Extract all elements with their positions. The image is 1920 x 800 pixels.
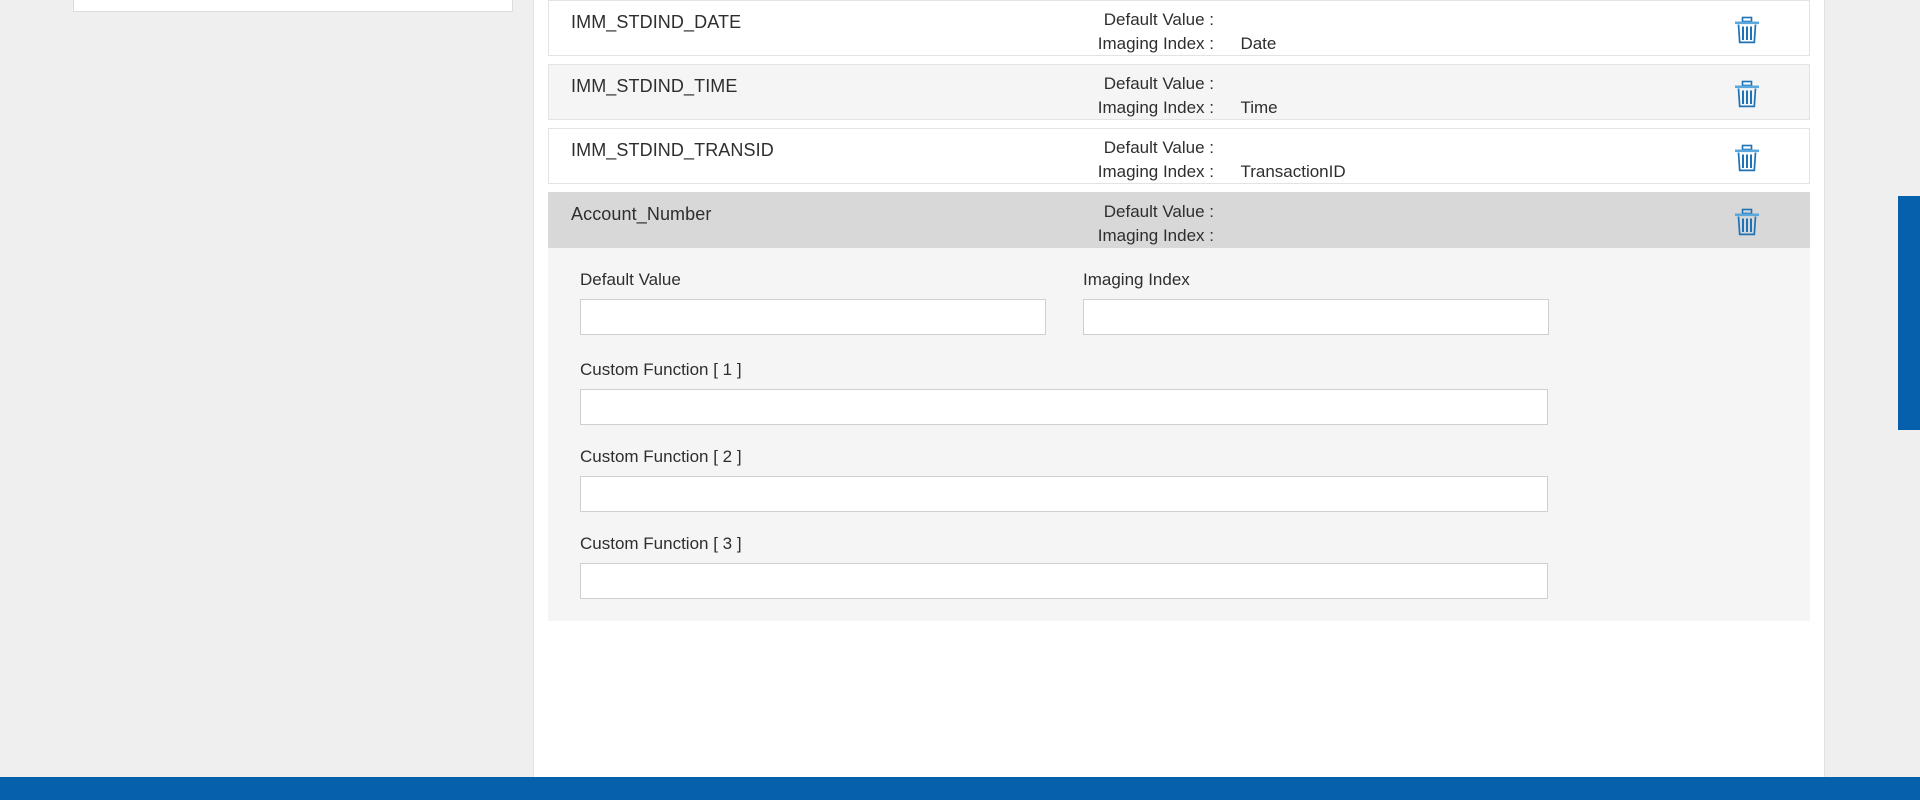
left-column-divider xyxy=(533,0,534,778)
field-detail-form: Default Value Imaging Index Custom Funct… xyxy=(548,248,1810,621)
footer-bar xyxy=(0,777,1920,800)
field-mapping-content: IMM_STDIND_DATE Default Value : Imaging … xyxy=(534,0,1824,778)
custom-function-2-input[interactable] xyxy=(580,476,1548,512)
trash-icon xyxy=(1731,142,1763,174)
delete-field-button[interactable] xyxy=(1731,14,1763,46)
field-summary: Default Value : Imaging Index : Time xyxy=(879,72,1779,120)
default-value-label: Default Value : xyxy=(1103,74,1214,93)
default-value-label: Default Value : xyxy=(1103,202,1214,221)
default-value-input[interactable] xyxy=(580,299,1046,335)
custom-function-3-group: Custom Function [ 3 ] xyxy=(548,534,1810,621)
delete-field-button[interactable] xyxy=(1731,142,1763,174)
trash-icon xyxy=(1731,14,1763,46)
imaging-index-label: Imaging Index : xyxy=(1097,226,1214,245)
table-row-selected[interactable]: Account_Number Default Value : Imaging I… xyxy=(548,192,1810,248)
imaging-index-group: Imaging Index xyxy=(1083,270,1549,335)
field-name: Account_Number xyxy=(571,204,712,224)
field-summary: Default Value : Imaging Index : Date xyxy=(879,8,1779,56)
field-summary: Default Value : Imaging Index : xyxy=(879,200,1779,248)
default-value-label: Default Value : xyxy=(1103,138,1214,157)
custom-function-1-input[interactable] xyxy=(580,389,1548,425)
vertical-scrollbar-thumb[interactable] xyxy=(1898,196,1920,430)
custom-function-1-group: Custom Function [ 1 ] xyxy=(548,360,1810,447)
trash-icon xyxy=(1731,78,1763,110)
left-panel-stub xyxy=(73,0,513,12)
table-row[interactable]: IMM_STDIND_DATE Default Value : Imaging … xyxy=(548,0,1810,56)
imaging-index-input[interactable] xyxy=(1083,299,1549,335)
form-row-values: Default Value Imaging Index xyxy=(548,270,1810,360)
field-name: IMM_STDIND_TRANSID xyxy=(571,140,774,160)
field-list: IMM_STDIND_DATE Default Value : Imaging … xyxy=(548,0,1810,621)
custom-function-3-input[interactable] xyxy=(580,563,1548,599)
delete-field-button[interactable] xyxy=(1731,206,1763,238)
custom-function-2-group: Custom Function [ 2 ] xyxy=(548,447,1810,534)
custom-function-1-label: Custom Function [ 1 ] xyxy=(580,360,742,379)
imaging-index-text: TransactionID xyxy=(1240,162,1346,181)
default-value-group: Default Value xyxy=(580,270,1046,335)
imaging-index-label: Imaging Index : xyxy=(1097,98,1214,117)
table-row[interactable]: IMM_STDIND_TRANSID Default Value : Imagi… xyxy=(548,128,1810,184)
delete-field-button[interactable] xyxy=(1731,78,1763,110)
imaging-index-text: Date xyxy=(1240,34,1277,53)
imaging-index-label: Imaging Index : xyxy=(1097,34,1214,53)
field-name: IMM_STDIND_TIME xyxy=(571,76,738,96)
field-name: IMM_STDIND_DATE xyxy=(571,12,742,32)
default-value-label: Default Value : xyxy=(1103,10,1214,29)
custom-function-2-label: Custom Function [ 2 ] xyxy=(580,447,742,466)
custom-function-3-label: Custom Function [ 3 ] xyxy=(580,534,742,553)
table-row[interactable]: IMM_STDIND_TIME Default Value : Imaging … xyxy=(548,64,1810,120)
imaging-index-label: Imaging Index : xyxy=(1097,162,1214,181)
imaging-index-text: Time xyxy=(1240,98,1278,117)
field-summary: Default Value : Imaging Index : Transact… xyxy=(879,136,1779,184)
trash-icon xyxy=(1731,206,1763,238)
imaging-index-field-label: Imaging Index xyxy=(1083,270,1190,289)
right-column-divider xyxy=(1824,0,1825,778)
default-value-field-label: Default Value xyxy=(580,270,681,289)
